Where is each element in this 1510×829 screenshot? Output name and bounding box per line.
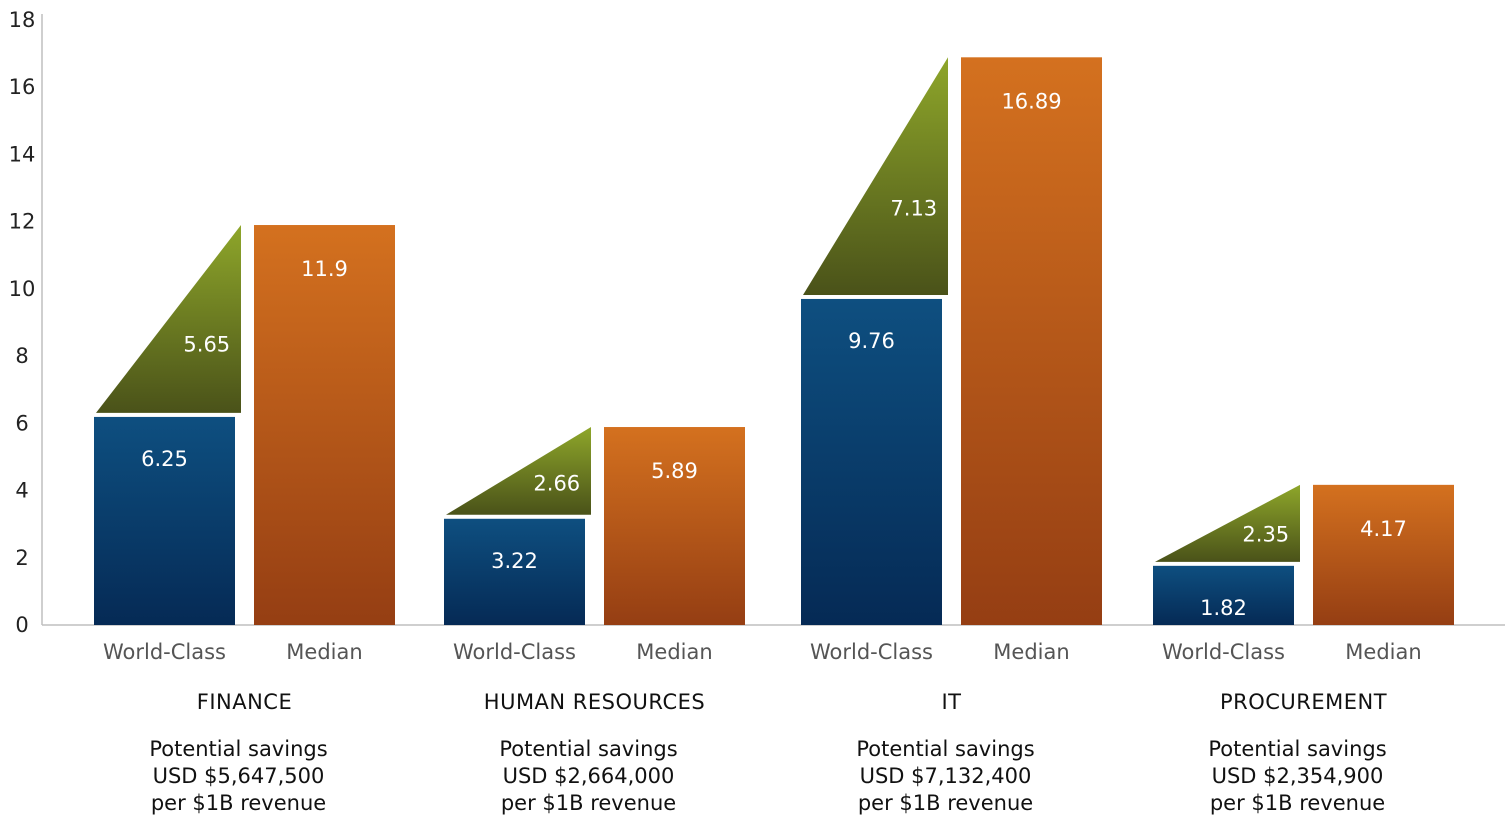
bar-median [1313, 484, 1454, 625]
chart-labels: 0 2 4 6 8 10 12 14 16 18 6.25 11.9 5.65 World-Class Me… [9, 8, 1422, 714]
bar-value-label: 3.22 [491, 549, 538, 573]
group-label: HUMAN RESOURCES [484, 690, 705, 714]
bar-value-label: 9.76 [848, 329, 895, 353]
gap-value-label: 2.35 [1242, 523, 1289, 547]
x-category-label: Median [1345, 640, 1421, 664]
savings-note-line: USD $5,647,500 [152, 764, 325, 788]
y-tick-label: 6 [15, 411, 28, 435]
gap-triangle [1155, 484, 1300, 562]
group-label: IT [941, 690, 961, 714]
x-category-label: World-Class [1162, 640, 1285, 664]
bar-value-label: 16.89 [1001, 89, 1061, 113]
y-tick-label: 12 [9, 210, 36, 234]
y-tick-label: 10 [9, 277, 36, 301]
y-tick-label: 16 [9, 75, 36, 99]
bar-world-class [801, 298, 942, 625]
bar-median [254, 225, 395, 625]
savings-note: Potential savings USD $2,354,900 per $1B r… [1168, 736, 1428, 817]
savings-note-line: USD $2,354,900 [1211, 764, 1384, 788]
x-category-label: World-Class [453, 640, 576, 664]
x-category-label: Median [993, 640, 1069, 664]
savings-note-line: per $1B revenue [857, 791, 1034, 815]
y-tick-label: 8 [15, 344, 28, 368]
bar-value-label: 11.9 [301, 257, 348, 281]
x-category-label: World-Class [103, 640, 226, 664]
group-label: PROCUREMENT [1220, 690, 1387, 714]
savings-note-line: per $1B revenue [500, 791, 677, 815]
savings-note: Potential savings USD $2,664,000 per $1B r… [459, 736, 719, 817]
gap-value-label: 2.66 [533, 472, 580, 496]
y-tick-label: 2 [15, 546, 28, 570]
gap-value-label: 7.13 [890, 196, 937, 220]
gap-value-label: 5.65 [183, 333, 230, 357]
y-tick-label: 14 [9, 142, 36, 166]
savings-note-line: Potential savings [149, 737, 328, 761]
bar-value-label: 1.82 [1200, 596, 1247, 620]
savings-note-line: Potential savings [856, 737, 1035, 761]
savings-note-line: USD $2,664,000 [502, 764, 675, 788]
bar-world-class [444, 518, 585, 625]
savings-note-line: Potential savings [499, 737, 678, 761]
savings-note-line: Potential savings [1208, 737, 1387, 761]
savings-note-line: per $1B revenue [150, 791, 327, 815]
x-category-label: Median [636, 640, 712, 664]
savings-note-line: USD $7,132,400 [859, 764, 1032, 788]
x-category-label: Median [286, 640, 362, 664]
gap-triangle [96, 225, 241, 413]
bar-value-label: 5.89 [651, 459, 698, 483]
savings-note: Potential savings USD $7,132,400 per $1B r… [816, 736, 1076, 817]
bar-value-label: 4.17 [1360, 517, 1407, 541]
y-tick-label: 18 [9, 8, 36, 32]
bar-world-class [1153, 565, 1294, 625]
bar-median [961, 57, 1102, 625]
bar-median [604, 427, 745, 625]
group-label: FINANCE [197, 690, 293, 714]
bar-value-label: 6.25 [141, 447, 188, 471]
gap-triangle [803, 57, 948, 295]
savings-note-line: per $1B revenue [1209, 791, 1386, 815]
chart-marks [94, 57, 1454, 625]
y-tick-label: 0 [15, 613, 28, 637]
gap-triangle [446, 427, 591, 515]
x-category-label: World-Class [810, 640, 933, 664]
y-tick-label: 4 [15, 479, 28, 503]
savings-note: Potential savings USD $5,647,500 per $1B r… [109, 736, 369, 817]
bar-world-class [94, 416, 235, 625]
